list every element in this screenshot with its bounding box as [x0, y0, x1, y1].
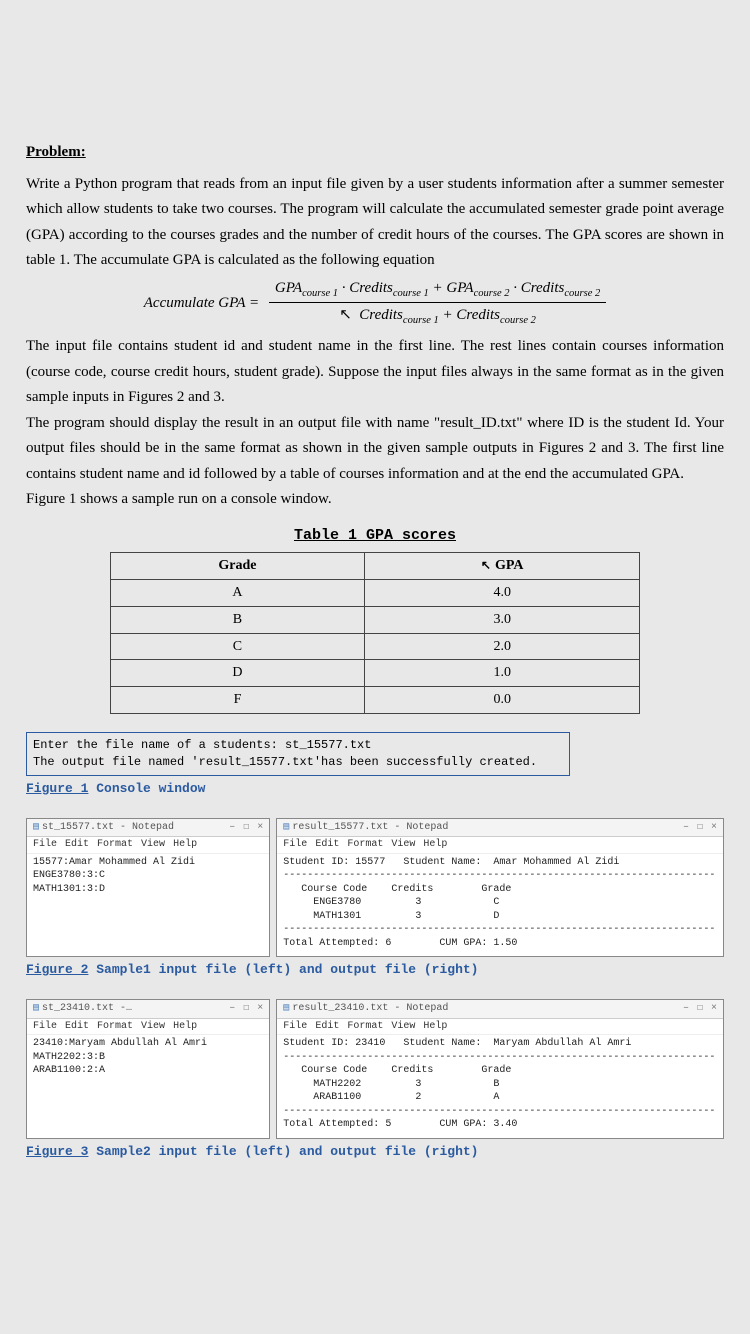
- notepad-menu[interactable]: FileEditFormatViewHelp: [277, 837, 723, 854]
- maximize-icon[interactable]: ☐: [243, 1002, 249, 1016]
- figure-3-caption: Figure 3 Sample2 input file (left) and o…: [26, 1141, 724, 1163]
- window-title: result_15577.txt - Notepad: [292, 822, 448, 833]
- table-row: B3.0: [110, 606, 639, 633]
- window-title: result_23410.txt - Notepad: [292, 1003, 448, 1014]
- maximize-icon[interactable]: ☐: [697, 821, 703, 835]
- close-icon[interactable]: ×: [257, 1002, 263, 1016]
- paragraph-3: The program should display the result in…: [26, 411, 724, 488]
- figure-2-pair: ▤st_15577.txt - Notepad – ☐ × FileEditFo…: [26, 818, 724, 958]
- table-row: F0.0: [110, 687, 639, 714]
- figure-2-caption: Figure 2 Sample1 input file (left) and o…: [26, 959, 724, 981]
- console-line: Enter the file name of a students: st_15…: [33, 737, 563, 754]
- console-output: Enter the file name of a students: st_15…: [26, 732, 570, 776]
- formula-label: Accumulate GPA =: [144, 294, 259, 310]
- close-icon[interactable]: ×: [257, 821, 263, 835]
- window-title: st_15577.txt - Notepad: [42, 822, 174, 833]
- gpa-formula: Accumulate GPA = GPAcourse 1 · Creditsco…: [26, 276, 724, 331]
- maximize-icon[interactable]: ☐: [697, 1002, 703, 1016]
- close-icon[interactable]: ×: [711, 821, 717, 835]
- output-notepad-1: ▤result_15577.txt - Notepad – ☐ × FileEd…: [276, 818, 724, 958]
- formula-denominator: ↖ Creditscourse 1 + Creditscourse 2: [269, 303, 606, 330]
- maximize-icon[interactable]: ☐: [243, 821, 249, 835]
- input-notepad-1: ▤st_15577.txt - Notepad – ☐ × FileEditFo…: [26, 818, 270, 958]
- table-header-grade: Grade: [110, 553, 364, 580]
- formula-numerator: GPAcourse 1 · Creditscourse 1 + GPAcours…: [269, 276, 606, 304]
- notepad-body: Student ID: 15577 Student Name: Amar Moh…: [277, 854, 723, 957]
- table-row: D1.0: [110, 660, 639, 687]
- figure-3-pair: ▤st_23410.txt -… – ☐ × FileEditFormatVie…: [26, 999, 724, 1139]
- notepad-menu[interactable]: FileEditFormatViewHelp: [277, 1019, 723, 1036]
- notepad-menu[interactable]: FileEditFormatViewHelp: [27, 1019, 269, 1036]
- paragraph-1: Write a Python program that reads from a…: [26, 172, 724, 274]
- notepad-menu[interactable]: FileEditFormatViewHelp: [27, 837, 269, 854]
- notepad-body: 23410:Maryam Abdullah Al Amri MATH2202:3…: [27, 1035, 269, 1084]
- input-notepad-2: ▤st_23410.txt -… – ☐ × FileEditFormatVie…: [26, 999, 270, 1139]
- window-title: st_23410.txt -…: [42, 1003, 132, 1014]
- table-caption: Table 1 GPA scores: [26, 523, 724, 549]
- minimize-icon[interactable]: –: [683, 1002, 689, 1016]
- notepad-body: Student ID: 23410 Student Name: Maryam A…: [277, 1035, 723, 1138]
- figure-1-caption: Figure 1 Console window: [26, 778, 724, 800]
- paragraph-2: The input file contains student id and s…: [26, 334, 724, 411]
- minimize-icon[interactable]: –: [229, 1002, 235, 1016]
- table-row: A4.0: [110, 579, 639, 606]
- notepad-icon: ▤: [283, 1003, 289, 1014]
- output-notepad-2: ▤result_23410.txt - Notepad – ☐ × FileEd…: [276, 999, 724, 1139]
- console-line: The output file named 'result_15577.txt'…: [33, 754, 563, 771]
- problem-heading: Problem:: [26, 140, 724, 166]
- table-header-gpa: ↖GPA: [365, 553, 640, 580]
- gpa-table: Grade ↖GPA A4.0 B3.0 C2.0 D1.0 F0.0: [110, 552, 640, 714]
- minimize-icon[interactable]: –: [683, 821, 689, 835]
- notepad-icon: ▤: [33, 822, 39, 833]
- minimize-icon[interactable]: –: [229, 821, 235, 835]
- notepad-icon: ▤: [33, 1003, 39, 1014]
- notepad-body: 15577:Amar Mohammed Al Zidi ENGE3780:3:C…: [27, 854, 269, 903]
- table-row: C2.0: [110, 633, 639, 660]
- close-icon[interactable]: ×: [711, 1002, 717, 1016]
- notepad-icon: ▤: [283, 822, 289, 833]
- paragraph-4: Figure 1 shows a sample run on a console…: [26, 487, 724, 513]
